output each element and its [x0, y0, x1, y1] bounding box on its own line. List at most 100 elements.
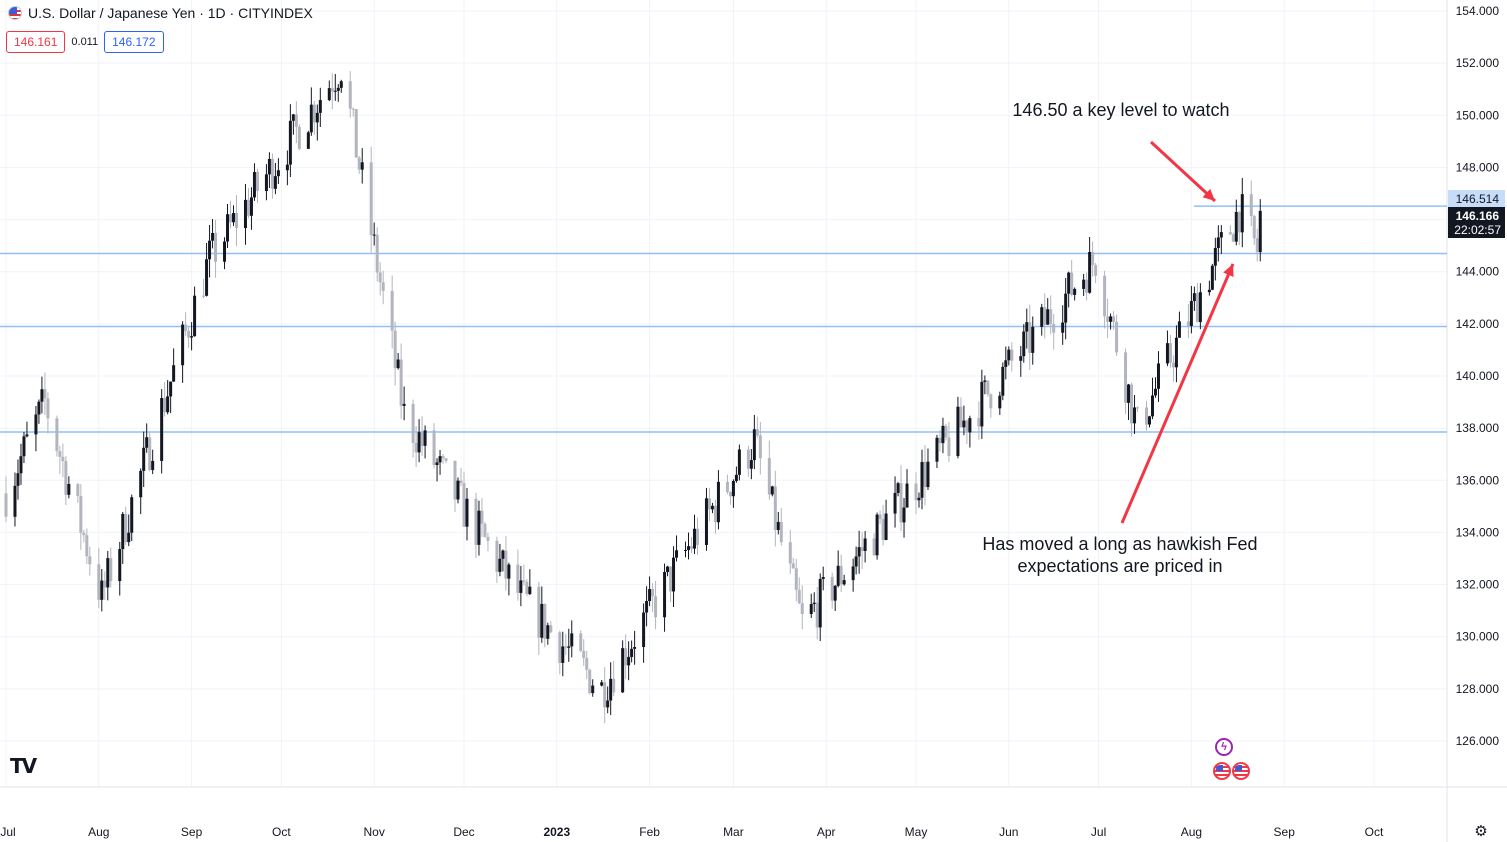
- candle-body: [839, 565, 843, 585]
- candle-body: [710, 505, 714, 510]
- candle-body: [734, 474, 738, 481]
- candle-body: [474, 498, 478, 545]
- y-tick-label: 132.000: [1456, 578, 1500, 592]
- candle-body: [815, 602, 819, 628]
- candle-body: [64, 461, 68, 495]
- us-economic-event-icon[interactable]: [1213, 762, 1231, 780]
- candle-body: [983, 380, 987, 382]
- candle-body: [375, 234, 379, 273]
- candle-body: [139, 470, 143, 498]
- symbol-header[interactable]: U.S. Dollar / Japanese Yen · 1D · CITYIN…: [8, 5, 313, 21]
- candle-body: [459, 480, 463, 484]
- candle-body: [336, 87, 340, 91]
- candle-body: [851, 566, 855, 581]
- candle-body: [1073, 288, 1077, 295]
- candle-body: [540, 603, 544, 638]
- candle-body: [1192, 293, 1196, 302]
- candle-body: [1133, 407, 1137, 424]
- candle-body: [1007, 349, 1011, 361]
- candle-body: [477, 510, 481, 545]
- candle-body: [76, 483, 80, 497]
- candle-body: [663, 572, 667, 618]
- candle-body: [854, 556, 858, 567]
- candle-body: [746, 449, 750, 469]
- y-tick-label: 150.000: [1456, 108, 1500, 122]
- x-tick-label: Jul: [1091, 825, 1106, 839]
- candle-body: [896, 483, 900, 493]
- candle-body: [986, 380, 990, 395]
- candle-body: [1207, 289, 1211, 293]
- candle-body: [1124, 352, 1128, 403]
- candle-body: [965, 420, 969, 433]
- candle-body: [229, 214, 233, 223]
- candle-body: [1109, 316, 1113, 322]
- y-tick-label: 140.000: [1456, 369, 1500, 383]
- candle-body: [773, 486, 777, 531]
- tradingview-logo-icon[interactable]: TV: [10, 754, 37, 778]
- candle-body: [40, 389, 44, 402]
- dividend-event-icon[interactable]: ϟ: [1215, 738, 1233, 756]
- candle-body: [462, 483, 466, 527]
- candle-body: [579, 633, 583, 651]
- candle-body: [666, 566, 670, 573]
- candle-body: [142, 447, 146, 471]
- candle-body: [725, 481, 729, 493]
- x-tick-label: Oct: [1365, 825, 1384, 839]
- candle-body: [537, 586, 541, 638]
- candle-body: [758, 435, 762, 459]
- candle-body: [372, 234, 376, 236]
- candle-body: [145, 437, 149, 448]
- x-tick-label: Sep: [1274, 825, 1296, 839]
- candle-body: [528, 586, 532, 595]
- candle-body: [902, 507, 906, 523]
- candle-body: [558, 632, 562, 663]
- candle-body: [860, 547, 864, 551]
- candle-body: [875, 514, 879, 556]
- candle-body: [181, 324, 185, 366]
- buy-button[interactable]: 146.172: [104, 31, 164, 53]
- sell-button[interactable]: 146.161: [6, 31, 66, 53]
- candle-body: [989, 394, 993, 409]
- candle-body: [1234, 211, 1238, 242]
- candle-body: [22, 436, 26, 457]
- candle-body: [561, 646, 565, 663]
- candle-body: [339, 81, 343, 88]
- candle-body: [1001, 366, 1005, 396]
- y-tick-label: 136.000: [1456, 473, 1500, 487]
- candle-body: [905, 483, 909, 508]
- x-tick-label: Jun: [999, 825, 1018, 839]
- candle-body: [127, 532, 131, 543]
- candle-body: [1082, 279, 1086, 289]
- candle-body: [465, 498, 469, 527]
- candle-body: [926, 461, 930, 488]
- candle-body: [731, 480, 735, 497]
- us-economic-event-icon-2[interactable]: [1232, 762, 1250, 780]
- candle-body: [651, 589, 655, 597]
- candle-body: [234, 213, 238, 229]
- candle-body: [770, 486, 774, 495]
- candle-body: [1195, 293, 1199, 323]
- candle-body: [716, 481, 720, 523]
- candle-body: [980, 381, 984, 427]
- candle-body: [160, 397, 164, 461]
- candle-body: [923, 462, 927, 488]
- candle-body: [184, 324, 188, 331]
- candle-body: [208, 240, 212, 260]
- candle-body: [522, 580, 526, 582]
- candle-body: [917, 497, 921, 501]
- candle-body: [1210, 265, 1214, 290]
- candle-body: [779, 521, 783, 543]
- candle-body: [214, 232, 218, 262]
- candle-body: [959, 406, 963, 428]
- candle-body: [998, 395, 1002, 409]
- candle-body: [1064, 293, 1068, 323]
- candle-body: [327, 88, 331, 101]
- chart-settings-gear-icon[interactable]: ⚙: [1474, 823, 1488, 840]
- candle-body: [1219, 232, 1223, 238]
- candle-body: [1240, 194, 1244, 233]
- candle-body: [211, 232, 215, 241]
- candle-body: [624, 648, 628, 666]
- candle-body: [100, 580, 104, 600]
- candle-body: [543, 603, 547, 639]
